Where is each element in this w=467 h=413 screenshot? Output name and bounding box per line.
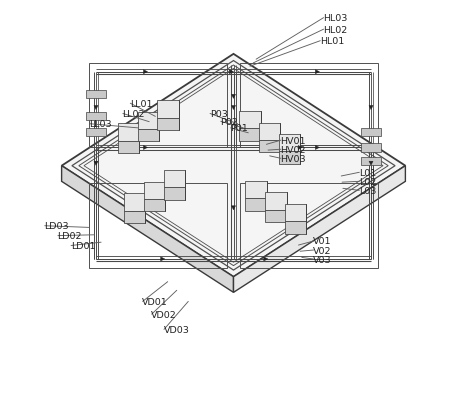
Polygon shape: [85, 113, 106, 121]
Polygon shape: [298, 146, 302, 150]
Text: VD02: VD02: [151, 310, 177, 319]
Polygon shape: [94, 106, 98, 110]
Text: LD01: LD01: [71, 241, 95, 250]
Polygon shape: [161, 257, 165, 261]
Polygon shape: [144, 182, 165, 199]
Polygon shape: [232, 95, 235, 99]
Polygon shape: [279, 135, 300, 152]
Polygon shape: [118, 124, 139, 141]
Polygon shape: [124, 194, 146, 211]
Polygon shape: [157, 118, 179, 131]
Polygon shape: [361, 157, 382, 166]
Polygon shape: [85, 128, 106, 137]
Polygon shape: [264, 257, 268, 261]
Polygon shape: [229, 71, 234, 75]
Polygon shape: [157, 101, 179, 118]
Polygon shape: [62, 166, 234, 293]
Text: V03: V03: [313, 255, 332, 264]
Polygon shape: [232, 106, 235, 110]
Polygon shape: [118, 141, 139, 154]
Polygon shape: [143, 146, 148, 150]
Text: LD03: LD03: [44, 222, 69, 231]
Polygon shape: [163, 171, 185, 188]
Polygon shape: [138, 130, 159, 142]
Polygon shape: [259, 123, 280, 140]
Text: L03: L03: [359, 186, 376, 195]
Text: VD01: VD01: [142, 297, 168, 306]
Polygon shape: [239, 129, 261, 141]
Polygon shape: [361, 128, 382, 137]
Polygon shape: [232, 206, 235, 210]
Text: HV03: HV03: [280, 154, 306, 164]
Text: P03: P03: [210, 110, 227, 119]
Text: HV01: HV01: [280, 136, 306, 145]
Polygon shape: [279, 152, 300, 164]
Polygon shape: [143, 71, 148, 75]
Polygon shape: [234, 166, 405, 293]
Text: V01: V01: [313, 237, 332, 246]
Polygon shape: [239, 112, 261, 129]
Polygon shape: [369, 162, 373, 166]
Text: L01: L01: [359, 169, 376, 177]
Text: V02: V02: [313, 246, 332, 255]
Polygon shape: [315, 71, 319, 75]
Polygon shape: [138, 113, 159, 130]
Polygon shape: [163, 188, 185, 200]
Polygon shape: [361, 144, 382, 152]
Polygon shape: [62, 55, 405, 277]
Text: LL03: LL03: [90, 120, 112, 129]
Text: LL02: LL02: [122, 110, 145, 119]
Text: P01: P01: [230, 124, 248, 133]
Polygon shape: [369, 106, 373, 110]
Polygon shape: [285, 222, 306, 234]
Polygon shape: [285, 204, 306, 222]
Polygon shape: [265, 193, 287, 210]
Text: HL02: HL02: [323, 26, 347, 35]
Polygon shape: [94, 162, 98, 166]
Polygon shape: [144, 199, 165, 212]
Text: HL01: HL01: [320, 37, 344, 46]
Polygon shape: [246, 199, 267, 211]
Text: HV02: HV02: [280, 145, 306, 154]
Polygon shape: [259, 140, 280, 153]
Text: L02: L02: [359, 178, 376, 186]
Text: LL01: LL01: [130, 100, 152, 109]
Polygon shape: [265, 210, 287, 223]
Polygon shape: [124, 211, 146, 223]
Polygon shape: [85, 90, 106, 99]
Text: VD03: VD03: [163, 325, 190, 334]
Text: HL03: HL03: [323, 14, 347, 23]
Polygon shape: [246, 181, 267, 199]
Text: LD02: LD02: [57, 232, 82, 240]
Polygon shape: [315, 146, 319, 150]
Text: P02: P02: [220, 118, 238, 126]
